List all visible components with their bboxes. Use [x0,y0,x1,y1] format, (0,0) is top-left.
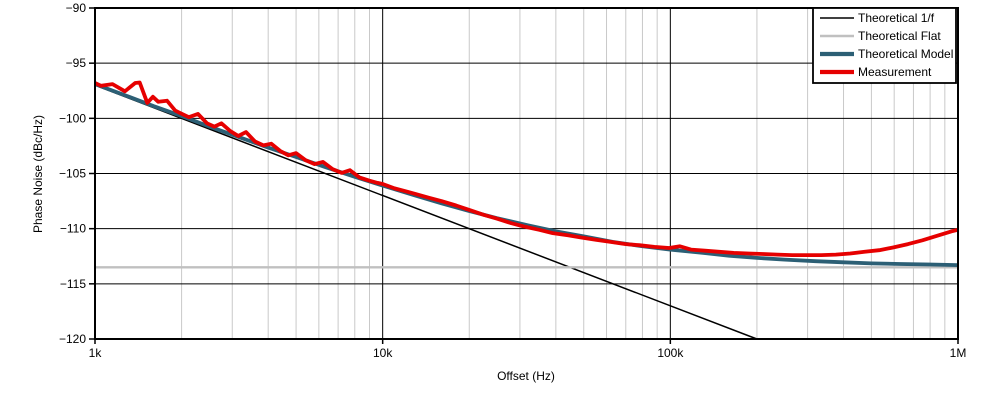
y-tick-label: −120 [59,332,86,346]
series-lines [94,80,959,340]
legend: Theoretical 1/f Theoretical Flat Theoretic… [812,7,957,84]
x-axis-title: Offset (Hz) [497,369,555,383]
x-tick-label: 10k [373,346,393,360]
y-tick-label: −100 [59,111,86,125]
series-theoretical-1-f [94,84,758,340]
y-tick-label: −90 [66,1,87,15]
legend-label: Theoretical Flat [858,29,941,43]
legend-label: Theoretical Model [858,47,953,61]
legend-label: Measurement [858,65,932,79]
series-measurement [94,80,959,258]
y-tick-label: −105 [59,167,86,181]
y-tick-label: −110 [60,222,86,236]
x-tick-label: 100k [657,346,684,360]
y-tick-label: −95 [66,56,87,70]
x-tick-label: 1k [89,346,103,360]
x-tick-label: 1M [950,346,967,360]
legend-label: Theoretical 1/f [858,11,935,25]
series-theoretical-model [94,82,959,267]
y-tick-label: −115 [60,277,86,291]
y-axis-title: Phase Noise (dBc/Hz) [31,115,45,233]
axis-ticks [89,7,959,344]
